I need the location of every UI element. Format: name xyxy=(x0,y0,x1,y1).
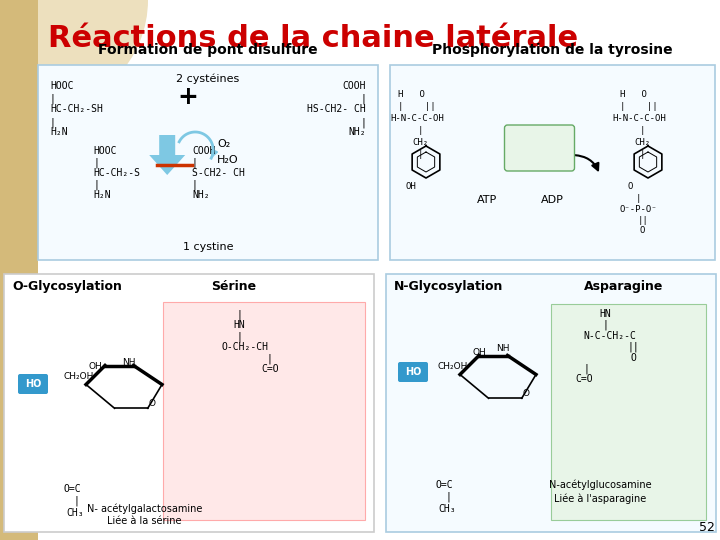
Text: H₂N: H₂N xyxy=(93,190,111,200)
Text: |    ||: | || xyxy=(620,102,657,111)
Text: C=O: C=O xyxy=(262,364,279,374)
Text: |: | xyxy=(636,194,642,203)
Text: |: | xyxy=(446,492,452,503)
Text: Réactions de la chaine latérale: Réactions de la chaine latérale xyxy=(48,24,578,53)
Text: N-Glycosylation: N-Glycosylation xyxy=(394,280,503,293)
Text: H₂N: H₂N xyxy=(50,127,68,137)
FancyBboxPatch shape xyxy=(398,362,428,382)
Text: CH₂: CH₂ xyxy=(412,138,428,147)
Text: |: | xyxy=(74,496,80,507)
Text: ATP: ATP xyxy=(477,195,498,205)
Text: |: | xyxy=(418,150,423,159)
Text: H   O: H O xyxy=(398,90,425,99)
Text: Liée à l'asparagine: Liée à l'asparagine xyxy=(554,494,647,504)
Text: H₂O: H₂O xyxy=(217,155,239,165)
Text: O=C: O=C xyxy=(64,484,81,494)
Text: |: | xyxy=(583,364,589,375)
Text: NH: NH xyxy=(122,358,135,367)
Text: CH₃: CH₃ xyxy=(66,508,84,518)
Text: CH₂OH: CH₂OH xyxy=(437,362,467,370)
Text: |: | xyxy=(237,331,243,341)
Text: C=O: C=O xyxy=(575,374,593,384)
FancyBboxPatch shape xyxy=(163,302,365,520)
Text: ||: || xyxy=(627,342,639,353)
Text: H   O: H O xyxy=(620,90,647,99)
Text: COOH: COOH xyxy=(343,81,366,91)
Text: O=C: O=C xyxy=(436,480,454,490)
Text: COOH: COOH xyxy=(192,146,215,156)
Text: H-N-C-C-OH: H-N-C-C-OH xyxy=(612,114,666,123)
Text: O: O xyxy=(630,353,636,363)
Text: |: | xyxy=(267,353,273,363)
Text: |: | xyxy=(192,158,198,168)
Text: 1 cystine: 1 cystine xyxy=(183,242,233,252)
FancyBboxPatch shape xyxy=(390,65,715,260)
Text: OH: OH xyxy=(406,182,417,191)
Text: N- acétylgalactosamine: N- acétylgalactosamine xyxy=(87,504,202,515)
FancyBboxPatch shape xyxy=(4,274,374,532)
Text: 52: 52 xyxy=(699,521,715,534)
Bar xyxy=(0,0,38,540)
Text: HS-CH2- CH: HS-CH2- CH xyxy=(307,104,366,114)
Text: ||: || xyxy=(638,216,649,225)
Text: +: + xyxy=(177,85,198,109)
Text: |: | xyxy=(360,117,366,127)
Text: |    ||: | || xyxy=(398,102,436,111)
Text: O₂: O₂ xyxy=(217,139,230,149)
Text: |: | xyxy=(603,320,608,330)
Text: |: | xyxy=(50,94,56,105)
Text: |: | xyxy=(50,117,56,127)
Text: HO: HO xyxy=(24,379,41,389)
Text: O⁻-P-O⁻: O⁻-P-O⁻ xyxy=(620,205,657,214)
Text: HN: HN xyxy=(600,309,611,319)
Text: OH: OH xyxy=(89,362,102,370)
Text: O: O xyxy=(149,399,156,408)
Text: HN: HN xyxy=(234,320,246,330)
FancyBboxPatch shape xyxy=(386,274,716,532)
FancyBboxPatch shape xyxy=(505,125,575,171)
Text: |: | xyxy=(93,180,99,191)
Text: |: | xyxy=(237,309,243,320)
Text: Tyrosine
kinase: Tyrosine kinase xyxy=(520,137,559,159)
Text: S-CH2- CH: S-CH2- CH xyxy=(192,168,245,178)
FancyBboxPatch shape xyxy=(18,374,48,394)
Text: O-Glycosylation: O-Glycosylation xyxy=(12,280,122,293)
Text: Asparagine: Asparagine xyxy=(584,280,663,293)
Text: H-N-C-C-OH: H-N-C-C-OH xyxy=(390,114,444,123)
Text: Liée à la sérine: Liée à la sérine xyxy=(107,516,182,526)
Text: HOOC: HOOC xyxy=(50,81,73,91)
Text: N-C-CH₂-C: N-C-CH₂-C xyxy=(583,331,636,341)
Text: Sérine: Sérine xyxy=(211,280,256,293)
Text: NH: NH xyxy=(496,344,510,353)
Text: N-acétylglucosamine: N-acétylglucosamine xyxy=(549,480,652,490)
Text: ADP: ADP xyxy=(541,195,564,205)
Text: Formation de pont disulfure: Formation de pont disulfure xyxy=(98,43,318,57)
Text: O: O xyxy=(628,182,634,191)
Text: 2 cystéines: 2 cystéines xyxy=(176,73,240,84)
Text: O-CH₂-CH: O-CH₂-CH xyxy=(222,342,269,352)
Text: HO: HO xyxy=(405,367,421,377)
Text: O: O xyxy=(640,226,645,235)
Text: HOOC: HOOC xyxy=(93,146,117,156)
Text: CH₃: CH₃ xyxy=(438,504,456,514)
Text: |: | xyxy=(360,94,366,105)
Polygon shape xyxy=(149,135,185,175)
Text: CH₂OH: CH₂OH xyxy=(63,372,94,381)
Text: |: | xyxy=(192,180,198,191)
Text: |: | xyxy=(640,126,645,135)
Text: OH: OH xyxy=(472,348,486,357)
Text: |: | xyxy=(93,158,99,168)
Text: O: O xyxy=(523,389,530,398)
Text: NH₂: NH₂ xyxy=(192,190,210,200)
Text: Phosphorylation de la tyrosine: Phosphorylation de la tyrosine xyxy=(432,43,672,57)
Text: CH₂: CH₂ xyxy=(634,138,650,147)
FancyBboxPatch shape xyxy=(551,304,706,520)
Text: |: | xyxy=(418,126,423,135)
Text: HC-CH₂-SH: HC-CH₂-SH xyxy=(50,104,103,114)
Text: NH₂: NH₂ xyxy=(348,127,366,137)
Text: |: | xyxy=(640,150,645,159)
Text: HC-CH₂-S: HC-CH₂-S xyxy=(93,168,140,178)
FancyBboxPatch shape xyxy=(38,65,378,260)
Wedge shape xyxy=(38,0,148,110)
